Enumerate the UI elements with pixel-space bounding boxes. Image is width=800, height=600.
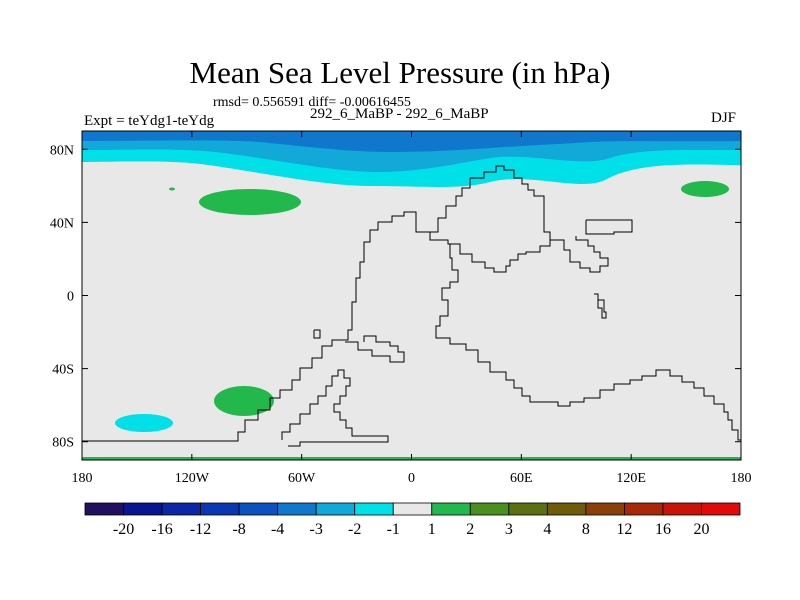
colorbar-swatch <box>315 502 356 516</box>
colorbar-label: -3 <box>310 521 323 538</box>
colorbar-swatch <box>546 502 587 516</box>
colorbar-swatch <box>585 502 625 516</box>
field-blob-north-pacific <box>199 189 301 215</box>
x-tick-label: 60E <box>510 471 533 486</box>
colorbar-swatch <box>392 502 433 516</box>
chart-title: Mean Sea Level Pressure (in hPa) <box>189 55 611 90</box>
coastline-south-america <box>345 335 405 363</box>
colorbar-swatch <box>662 502 702 516</box>
colorbar-swatch <box>161 502 201 516</box>
x-tick-label: 180 <box>731 471 752 486</box>
y-tick-label: 0 <box>67 290 74 305</box>
field-blob-small <box>169 187 175 191</box>
colorbar-label: 8 <box>582 521 590 538</box>
coastline-antarctic-peninsula <box>281 369 389 447</box>
colorbar-swatch <box>84 502 124 516</box>
y-tick-label: 40S <box>52 363 74 378</box>
x-tick-label: 120W <box>175 471 210 486</box>
y-tick-label: 80S <box>52 436 74 451</box>
colorbar-label: -12 <box>190 521 211 538</box>
field-band-darkblue <box>82 131 741 152</box>
colorbar-swatch <box>354 502 394 516</box>
x-tick-label: 0 <box>408 471 415 486</box>
colorbar-swatch <box>431 502 471 516</box>
colorbar-label: -8 <box>232 521 245 538</box>
colorbar-swatch <box>624 502 664 516</box>
colorbar-label: 20 <box>693 521 709 538</box>
y-tick-label: 80N <box>50 143 74 158</box>
stats-text: rmsd= 0.556591 diff= -0.00616455 <box>213 95 411 110</box>
colorbar-label: -16 <box>151 521 172 538</box>
coastlines <box>82 165 741 447</box>
colorbar-label: -20 <box>113 521 134 538</box>
colorbar-swatch <box>508 502 548 516</box>
coastline-africa <box>435 244 741 441</box>
field-blob-nw-pacific <box>681 181 729 197</box>
colorbar-label: 3 <box>505 521 513 538</box>
colorbar-swatch <box>200 502 240 516</box>
field-blob-se-pacific <box>214 386 274 416</box>
y-tick-label: 40N <box>50 216 74 231</box>
colorbar-swatch <box>123 502 163 516</box>
x-tick-label: 120E <box>616 471 646 486</box>
colorbar-swatch <box>238 502 279 516</box>
x-tick-label: 60W <box>288 471 316 486</box>
colorbar-label: 2 <box>466 521 474 538</box>
coastline-north-africa-europe <box>430 165 551 246</box>
colorbar-swatch <box>469 502 510 516</box>
coastline-eurasia <box>500 236 609 273</box>
colorbar-label: 16 <box>655 521 671 538</box>
colorbar-swatch <box>277 502 317 516</box>
colorbar-label: -4 <box>271 521 284 538</box>
coastline-northeast-asia <box>585 219 633 235</box>
colorbar-label: 4 <box>543 521 551 538</box>
coastline-small-island <box>313 329 321 339</box>
season-label: DJF <box>711 110 737 126</box>
colorbar-label: -2 <box>348 521 361 538</box>
colorbar-label: -1 <box>387 521 400 538</box>
experiment-names: 292_6_MaBP - 292_6_MaBP <box>310 106 489 122</box>
colorbar-label: 1 <box>428 521 436 538</box>
colorbar-swatch <box>701 502 741 516</box>
colorbar: -20 -16 -12 -8 -4 -3 -2 -1 1 2 3 4 8 12 16 20 <box>84 502 741 538</box>
colorbar-label: 12 <box>616 521 632 538</box>
x-tick-label: 180 <box>72 471 93 486</box>
field-blob-south-pacific <box>115 414 173 432</box>
coastline-island <box>594 293 607 319</box>
experiment-label: Expt = teYdg1-teYdg <box>84 113 215 129</box>
axes: 180 120W 60W 0 60E 120E 180 80N 40N 0 40S 80S <box>50 131 752 486</box>
